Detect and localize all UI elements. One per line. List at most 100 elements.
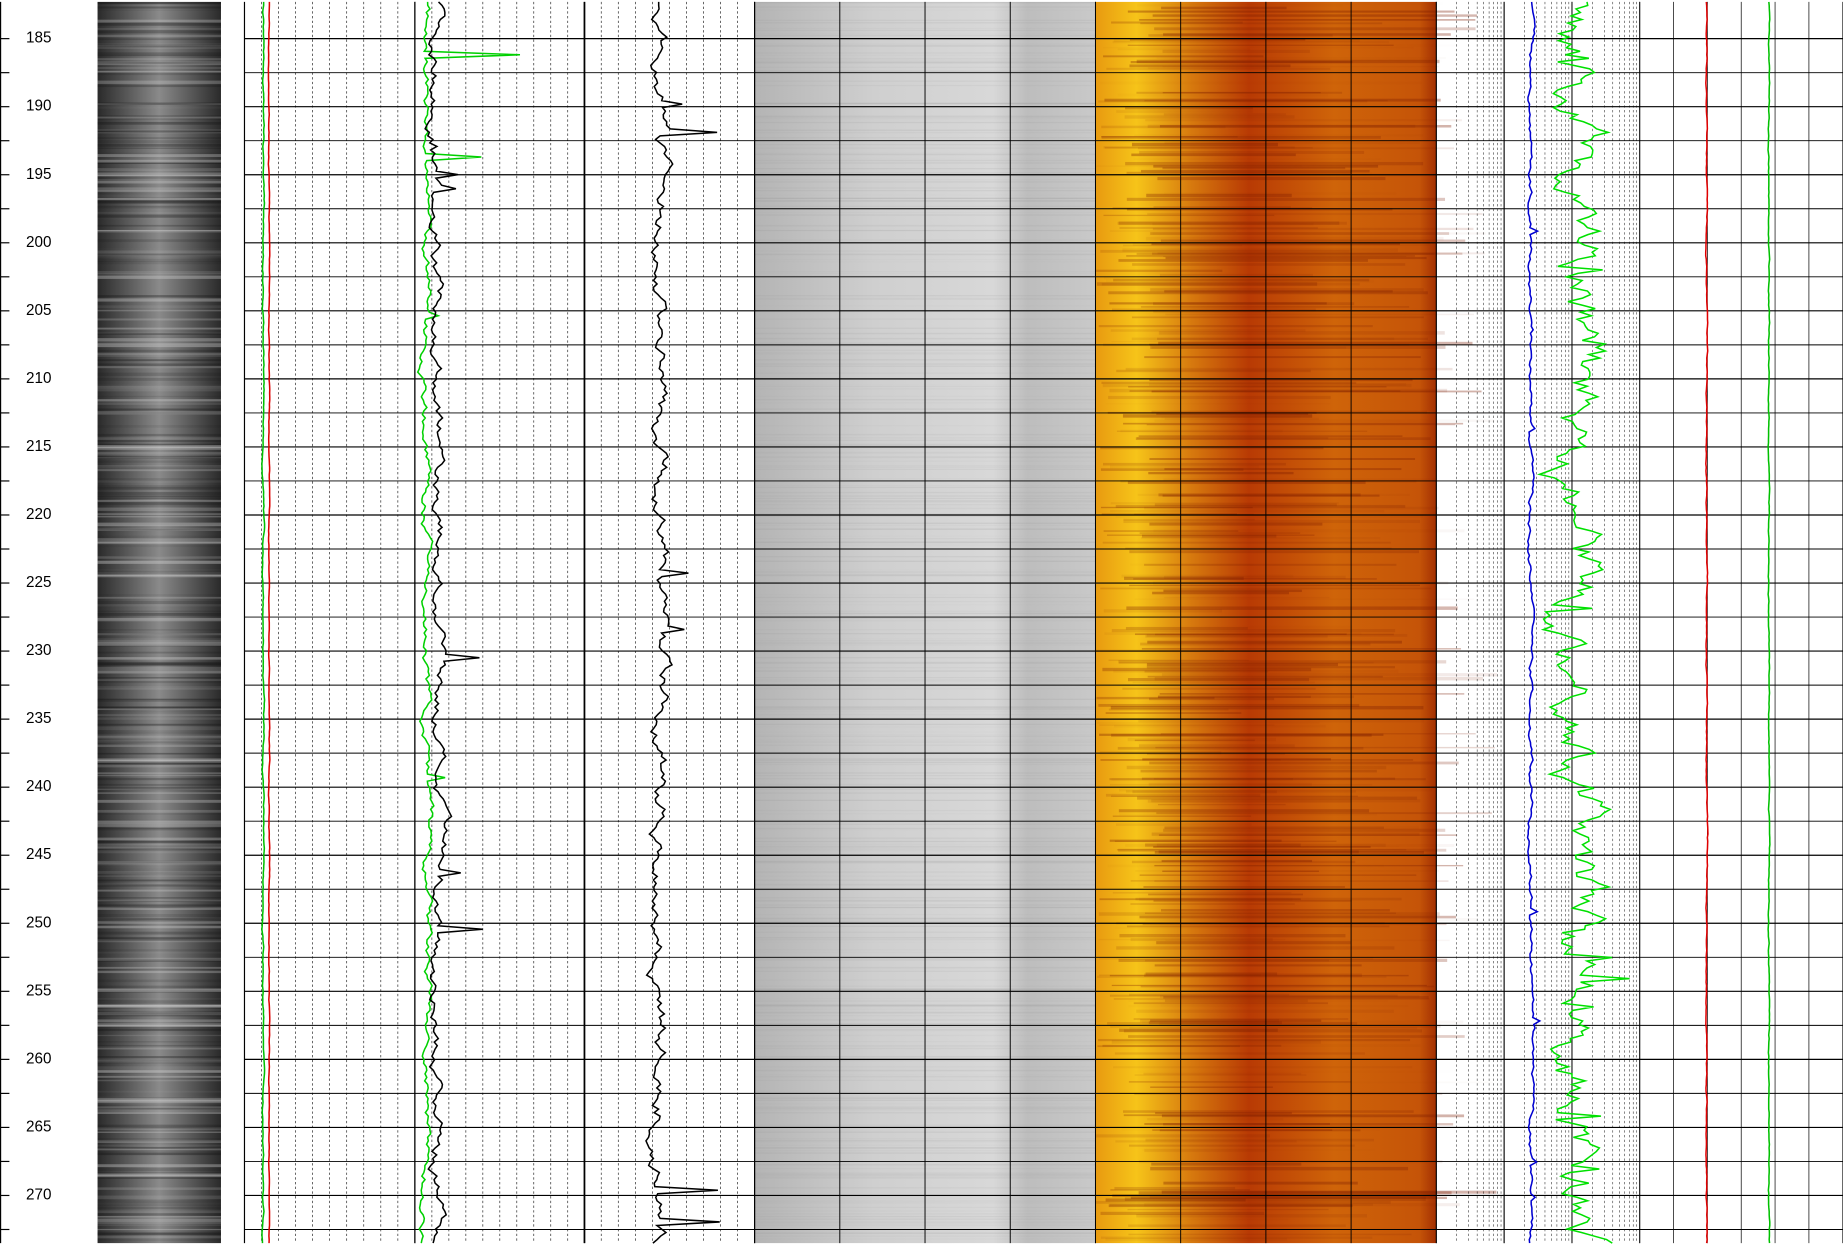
core-texture bbox=[97, 1026, 221, 1031]
core-texture bbox=[97, 871, 221, 874]
core-texture bbox=[97, 772, 221, 776]
amp-texture bbox=[1099, 898, 1301, 901]
core-texture bbox=[97, 144, 221, 147]
core-texture bbox=[97, 1221, 221, 1223]
core-texture bbox=[97, 80, 221, 84]
core-texture bbox=[97, 900, 221, 902]
core-texture bbox=[98, 107, 221, 109]
amp-texture bbox=[1115, 823, 1252, 826]
core-texture bbox=[97, 1213, 221, 1217]
amp-texture bbox=[1135, 897, 1402, 901]
core-texture bbox=[97, 670, 221, 674]
core-texture bbox=[97, 744, 221, 748]
core-texture bbox=[97, 250, 221, 254]
core-texture bbox=[97, 294, 221, 298]
core-texture bbox=[97, 1098, 221, 1102]
amp-texture bbox=[1100, 506, 1253, 509]
core-texture bbox=[97, 168, 221, 172]
amp-texture bbox=[1096, 269, 1223, 272]
core-texture bbox=[97, 629, 221, 631]
log-curve bbox=[1767, 1, 1771, 1244]
amp-texture bbox=[1134, 1070, 1456, 1073]
amp-texture bbox=[1100, 249, 1350, 253]
core-texture bbox=[97, 679, 221, 681]
amp-texture bbox=[1151, 832, 1420, 836]
amp-texture bbox=[1126, 255, 1415, 257]
amp-texture bbox=[1109, 1203, 1373, 1206]
core-texture bbox=[97, 788, 221, 791]
core-texture bbox=[97, 989, 221, 992]
amp-texture bbox=[1103, 55, 1264, 58]
amp-texture bbox=[1159, 693, 1465, 695]
amp-texture bbox=[1129, 1027, 1418, 1030]
amp-texture bbox=[1112, 892, 1292, 894]
core-texture bbox=[97, 1232, 221, 1235]
amp-texture bbox=[1110, 509, 1385, 513]
amp-texture bbox=[1125, 627, 1248, 630]
core-texture bbox=[97, 205, 221, 209]
core-texture bbox=[97, 132, 221, 134]
amp-texture bbox=[1154, 676, 1483, 681]
core-texture bbox=[97, 197, 221, 201]
amp-texture bbox=[1144, 1203, 1460, 1207]
amp-texture bbox=[1146, 663, 1338, 667]
core-texture bbox=[97, 706, 221, 708]
core-texture bbox=[98, 898, 221, 900]
amp-texture bbox=[1118, 809, 1370, 813]
amp-texture bbox=[1161, 859, 1313, 863]
core-texture bbox=[97, 1222, 221, 1225]
core-texture bbox=[97, 1025, 221, 1027]
core-texture bbox=[97, 758, 221, 762]
amp-texture bbox=[1128, 1005, 1408, 1007]
core-texture bbox=[97, 352, 221, 355]
amp-texture bbox=[1147, 1118, 1284, 1121]
amp-texture bbox=[1139, 897, 1293, 901]
core-texture bbox=[98, 366, 221, 368]
amp-texture bbox=[1119, 1028, 1278, 1032]
core-texture bbox=[97, 528, 221, 531]
amp-texture bbox=[1113, 278, 1370, 282]
core-texture bbox=[98, 1142, 221, 1143]
amp-texture bbox=[1163, 478, 1437, 482]
core-texture bbox=[97, 1040, 221, 1043]
core-texture bbox=[97, 600, 221, 605]
amp-texture bbox=[1110, 502, 1339, 505]
amp-texture bbox=[1109, 994, 1398, 997]
core-texture bbox=[97, 1109, 221, 1113]
amp-texture bbox=[1099, 724, 1275, 726]
core-texture bbox=[97, 434, 221, 436]
amp-texture bbox=[1158, 341, 1473, 345]
amp-texture bbox=[1154, 503, 1337, 507]
amp-texture bbox=[1130, 1196, 1447, 1200]
amp-texture bbox=[1114, 1052, 1365, 1055]
core-texture bbox=[97, 497, 221, 500]
core-texture bbox=[97, 275, 221, 279]
core-texture bbox=[97, 9, 221, 11]
amp-texture bbox=[1149, 1195, 1427, 1199]
amp-texture bbox=[1126, 606, 1458, 610]
core-texture bbox=[98, 560, 221, 563]
core-texture bbox=[97, 1048, 221, 1050]
amp-texture bbox=[1101, 282, 1360, 286]
y-tick-label: 260 bbox=[26, 1050, 51, 1067]
core-texture bbox=[97, 1218, 221, 1222]
core-texture bbox=[97, 1077, 221, 1081]
core-texture bbox=[97, 327, 221, 330]
amp-texture bbox=[1130, 937, 1273, 942]
core-texture bbox=[97, 491, 221, 496]
core-texture bbox=[97, 305, 221, 309]
core-texture bbox=[97, 443, 221, 446]
core-texture bbox=[97, 1215, 221, 1218]
amp-texture bbox=[1117, 221, 1347, 225]
amp-texture bbox=[1142, 758, 1331, 761]
core-texture bbox=[97, 508, 221, 511]
core-texture bbox=[97, 52, 221, 56]
core-texture bbox=[97, 439, 221, 443]
core-texture bbox=[98, 483, 221, 486]
core-texture bbox=[97, 116, 221, 118]
amp-texture bbox=[1165, 256, 1427, 260]
core-texture bbox=[97, 58, 221, 60]
amp-texture bbox=[1131, 337, 1395, 341]
amp-texture bbox=[1108, 659, 1249, 661]
amp-texture bbox=[1122, 248, 1398, 252]
